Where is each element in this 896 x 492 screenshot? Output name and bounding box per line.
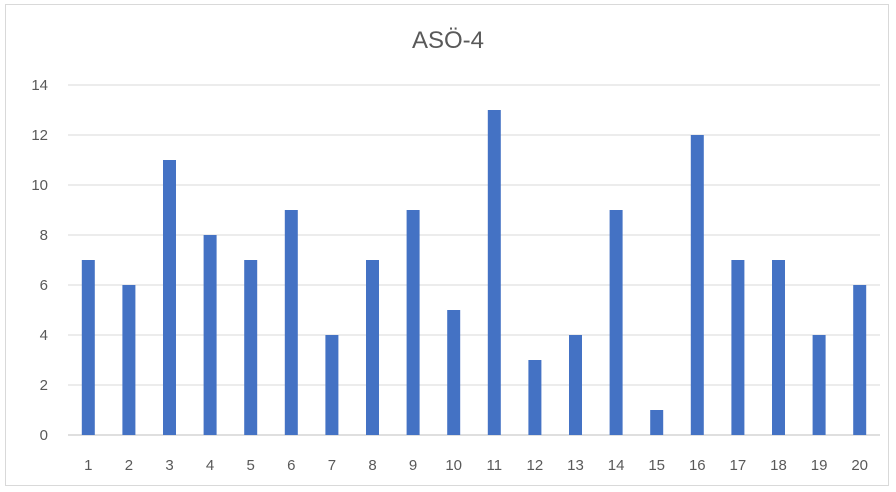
bar-7 (325, 335, 339, 435)
bar-1 (81, 260, 95, 435)
x-tick-label: 11 (487, 457, 503, 474)
x-tick-label: 5 (247, 457, 255, 474)
bar-11 (487, 110, 501, 435)
x-tick-label: 19 (811, 457, 828, 474)
bar-14 (609, 210, 623, 435)
x-tick-label: 15 (648, 457, 665, 474)
x-tick-label: 10 (445, 457, 462, 474)
x-tick-label: 1 (84, 457, 92, 474)
bar-9 (406, 210, 420, 435)
x-tick-label: 4 (206, 457, 214, 474)
y-tick-label: 10 (31, 177, 48, 194)
x-tick-label: 20 (851, 457, 868, 474)
bar-16 (690, 135, 704, 435)
y-tick-label: 14 (31, 77, 48, 94)
y-tick-label: 6 (40, 277, 48, 294)
bar-20 (853, 285, 867, 435)
y-tick-label: 4 (40, 327, 48, 344)
bar-3 (163, 160, 176, 435)
bar-4 (203, 235, 217, 435)
bar-5 (244, 260, 258, 435)
y-tick-label: 0 (40, 427, 48, 444)
x-tick-label: 18 (770, 457, 787, 474)
y-tick-label: 8 (40, 227, 48, 244)
y-tick-label: 2 (40, 377, 48, 394)
bar-10 (447, 310, 461, 435)
bar-15 (650, 410, 664, 435)
x-tick-label: 12 (527, 457, 544, 474)
x-tick-label: 6 (287, 457, 295, 474)
bar-13 (569, 335, 582, 435)
bar-12 (528, 360, 542, 435)
bar-17 (731, 260, 745, 435)
chart-title: ASÖ-4 (412, 27, 484, 54)
x-tick-label: 7 (328, 457, 336, 474)
x-tick-label: 9 (409, 457, 417, 474)
bar-8 (366, 260, 379, 435)
x-tick-label: 16 (689, 457, 706, 474)
bar-6 (284, 210, 298, 435)
y-tick-label: 12 (31, 127, 48, 144)
x-tick-label: 2 (125, 457, 133, 474)
bar-19 (812, 335, 826, 435)
x-tick-label: 13 (567, 457, 584, 474)
bar-18 (772, 260, 785, 435)
x-tick-label: 17 (730, 457, 747, 474)
x-tick-label: 3 (165, 457, 173, 474)
x-tick-label: 14 (608, 457, 625, 474)
bar-2 (122, 285, 136, 435)
x-tick-label: 8 (368, 457, 376, 474)
